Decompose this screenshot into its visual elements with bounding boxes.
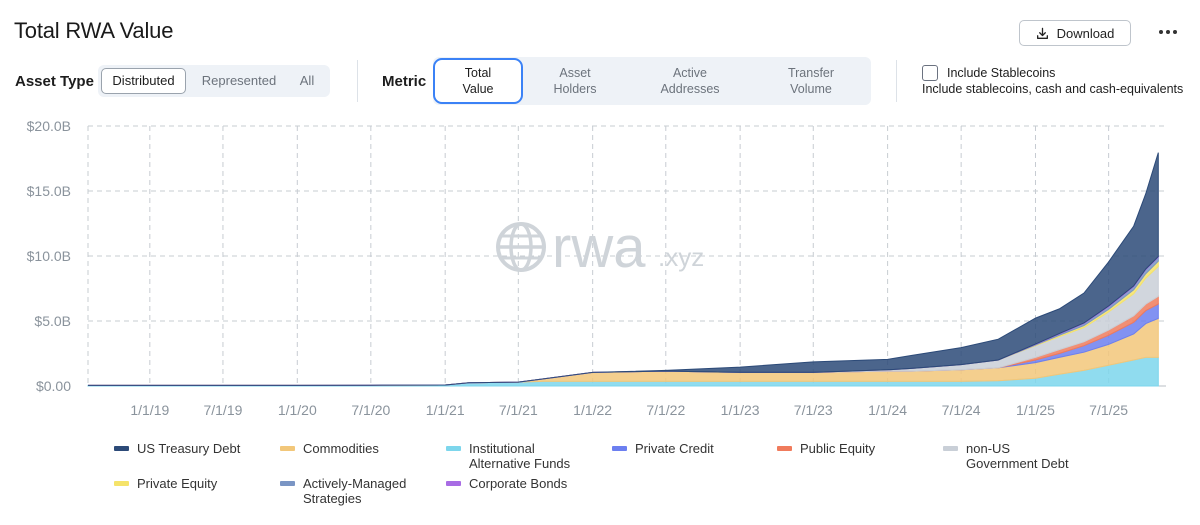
legend-item-private-equity[interactable]: Private Equity <box>114 476 217 491</box>
metric-option-line: Transfer <box>787 66 835 80</box>
watermark-word: rwa <box>552 215 646 280</box>
x-tick-label: 1/1/22 <box>573 402 612 418</box>
x-tick-label: 1/1/25 <box>1016 402 1055 418</box>
metric-option-line: Asset <box>559 66 591 80</box>
y-axis-ticks: $0.00 $5.0B $10.0B $15.0B $20.0B <box>27 118 72 394</box>
include-stablecoins-description: Include stablecoins, cash and cash-equiv… <box>922 82 1184 96</box>
x-tick-label: 7/1/21 <box>499 402 538 418</box>
x-tick-label: 7/1/22 <box>646 402 685 418</box>
asset-type-label: Asset Type <box>15 73 94 90</box>
legend-item-actively-managed-strategies[interactable]: Actively-Managed Strategies <box>280 476 420 506</box>
metric-option-transfer-volume[interactable]: Transfer Volume <box>753 58 869 104</box>
metric-segmented-control: Total Value Asset Holders Active Addresses … <box>433 57 871 105</box>
legend-swatch <box>114 481 129 486</box>
metric-option-line: Value <box>462 82 494 96</box>
x-tick-label: 1/1/23 <box>721 402 760 418</box>
metric-option-total-value[interactable]: Total Value <box>433 58 523 104</box>
filter-divider <box>357 60 358 102</box>
x-tick-label: 7/1/19 <box>203 402 242 418</box>
y-tick-label: $10.0B <box>27 248 71 264</box>
asset-type-segmented-control: Distributed Represented All <box>98 65 330 97</box>
x-tick-label: 1/1/21 <box>426 402 465 418</box>
metric-label: Metric <box>382 73 427 90</box>
asset-type-option-all[interactable]: All <box>299 73 315 88</box>
metric-option-line: Total <box>464 66 492 80</box>
include-stablecoins-label[interactable]: Include Stablecoins <box>947 66 1056 80</box>
asset-type-option-represented[interactable]: Represented <box>201 73 277 88</box>
globe-icon <box>496 222 546 272</box>
metric-option-line: Active <box>672 66 708 80</box>
legend-item-commodities[interactable]: Commodities <box>280 441 379 456</box>
x-tick-label: 1/1/19 <box>130 402 169 418</box>
metric-option-line: Holders <box>553 82 597 96</box>
x-tick-label: 7/1/25 <box>1089 402 1128 418</box>
x-tick-label: 7/1/20 <box>351 402 390 418</box>
legend-item-non-us-government-debt[interactable]: non-US Government Debt <box>943 441 1083 471</box>
asset-type-option-distributed[interactable]: Distributed <box>101 68 186 94</box>
legend-item-private-credit[interactable]: Private Credit <box>612 441 714 456</box>
area-series-non-us-government-debt <box>88 265 1159 386</box>
download-button[interactable]: Download <box>1019 20 1131 46</box>
x-axis-ticks: 1/1/19 7/1/19 1/1/20 7/1/20 1/1/21 7/1/21 1/1/… <box>130 402 1128 418</box>
legend-swatch <box>446 481 461 486</box>
watermark-suffix: .xyz <box>658 242 704 272</box>
area-series-us-treasury-debt <box>88 152 1159 386</box>
legend-swatch <box>114 446 129 451</box>
metric-option-line: Volume <box>790 82 832 96</box>
x-tick-label: 7/1/23 <box>794 402 833 418</box>
legend-label: Institutional Alternative Funds <box>469 441 571 471</box>
legend-label: non-US Government Debt <box>966 441 1069 471</box>
legend-swatch <box>612 446 627 451</box>
legend-label: Actively-Managed Strategies <box>303 476 407 506</box>
include-stablecoins-checkbox[interactable] <box>922 65 938 81</box>
y-tick-label: $5.0B <box>34 313 71 329</box>
legend-label: Private Equity <box>137 476 218 491</box>
watermark: rwa .xyz <box>496 215 704 280</box>
legend-swatch <box>446 446 461 451</box>
legend-label: Private Credit <box>635 441 714 456</box>
legend-item-corporate-bonds[interactable]: Corporate Bonds <box>446 476 567 491</box>
download-icon <box>1036 27 1048 39</box>
metric-option-asset-holders[interactable]: Asset Holders <box>523 58 627 104</box>
legend-label: US Treasury Debt <box>137 441 241 456</box>
legend-item-public-equity[interactable]: Public Equity <box>777 441 875 456</box>
legend-label: Public Equity <box>800 441 876 456</box>
legend-swatch <box>280 446 295 451</box>
x-tick-label: 7/1/24 <box>942 402 981 418</box>
x-tick-label: 1/1/20 <box>278 402 317 418</box>
x-tick-label: 1/1/24 <box>868 402 907 418</box>
chart-areas <box>87 152 1159 387</box>
legend-swatch <box>280 481 295 486</box>
download-label: Download <box>1056 25 1115 41</box>
metric-option-active-addresses[interactable]: Active Addresses <box>627 58 753 104</box>
y-tick-label: $0.00 <box>36 378 71 394</box>
legend-label: Corporate Bonds <box>469 476 568 491</box>
legend-item-us-treasury-debt[interactable]: US Treasury Debt <box>114 441 240 456</box>
legend-label: Commodities <box>303 441 379 456</box>
filter-divider <box>896 60 897 102</box>
legend-swatch <box>777 446 792 451</box>
page-title: Total RWA Value <box>14 18 174 43</box>
more-horizontal-icon[interactable] <box>1155 22 1181 42</box>
y-tick-label: $15.0B <box>27 183 71 199</box>
y-tick-label: $20.0B <box>27 118 71 134</box>
legend-item-institutional-alternative-funds[interactable]: Institutional Alternative Funds <box>446 441 591 471</box>
legend-swatch <box>943 446 958 451</box>
metric-option-line: Addresses <box>660 82 720 96</box>
